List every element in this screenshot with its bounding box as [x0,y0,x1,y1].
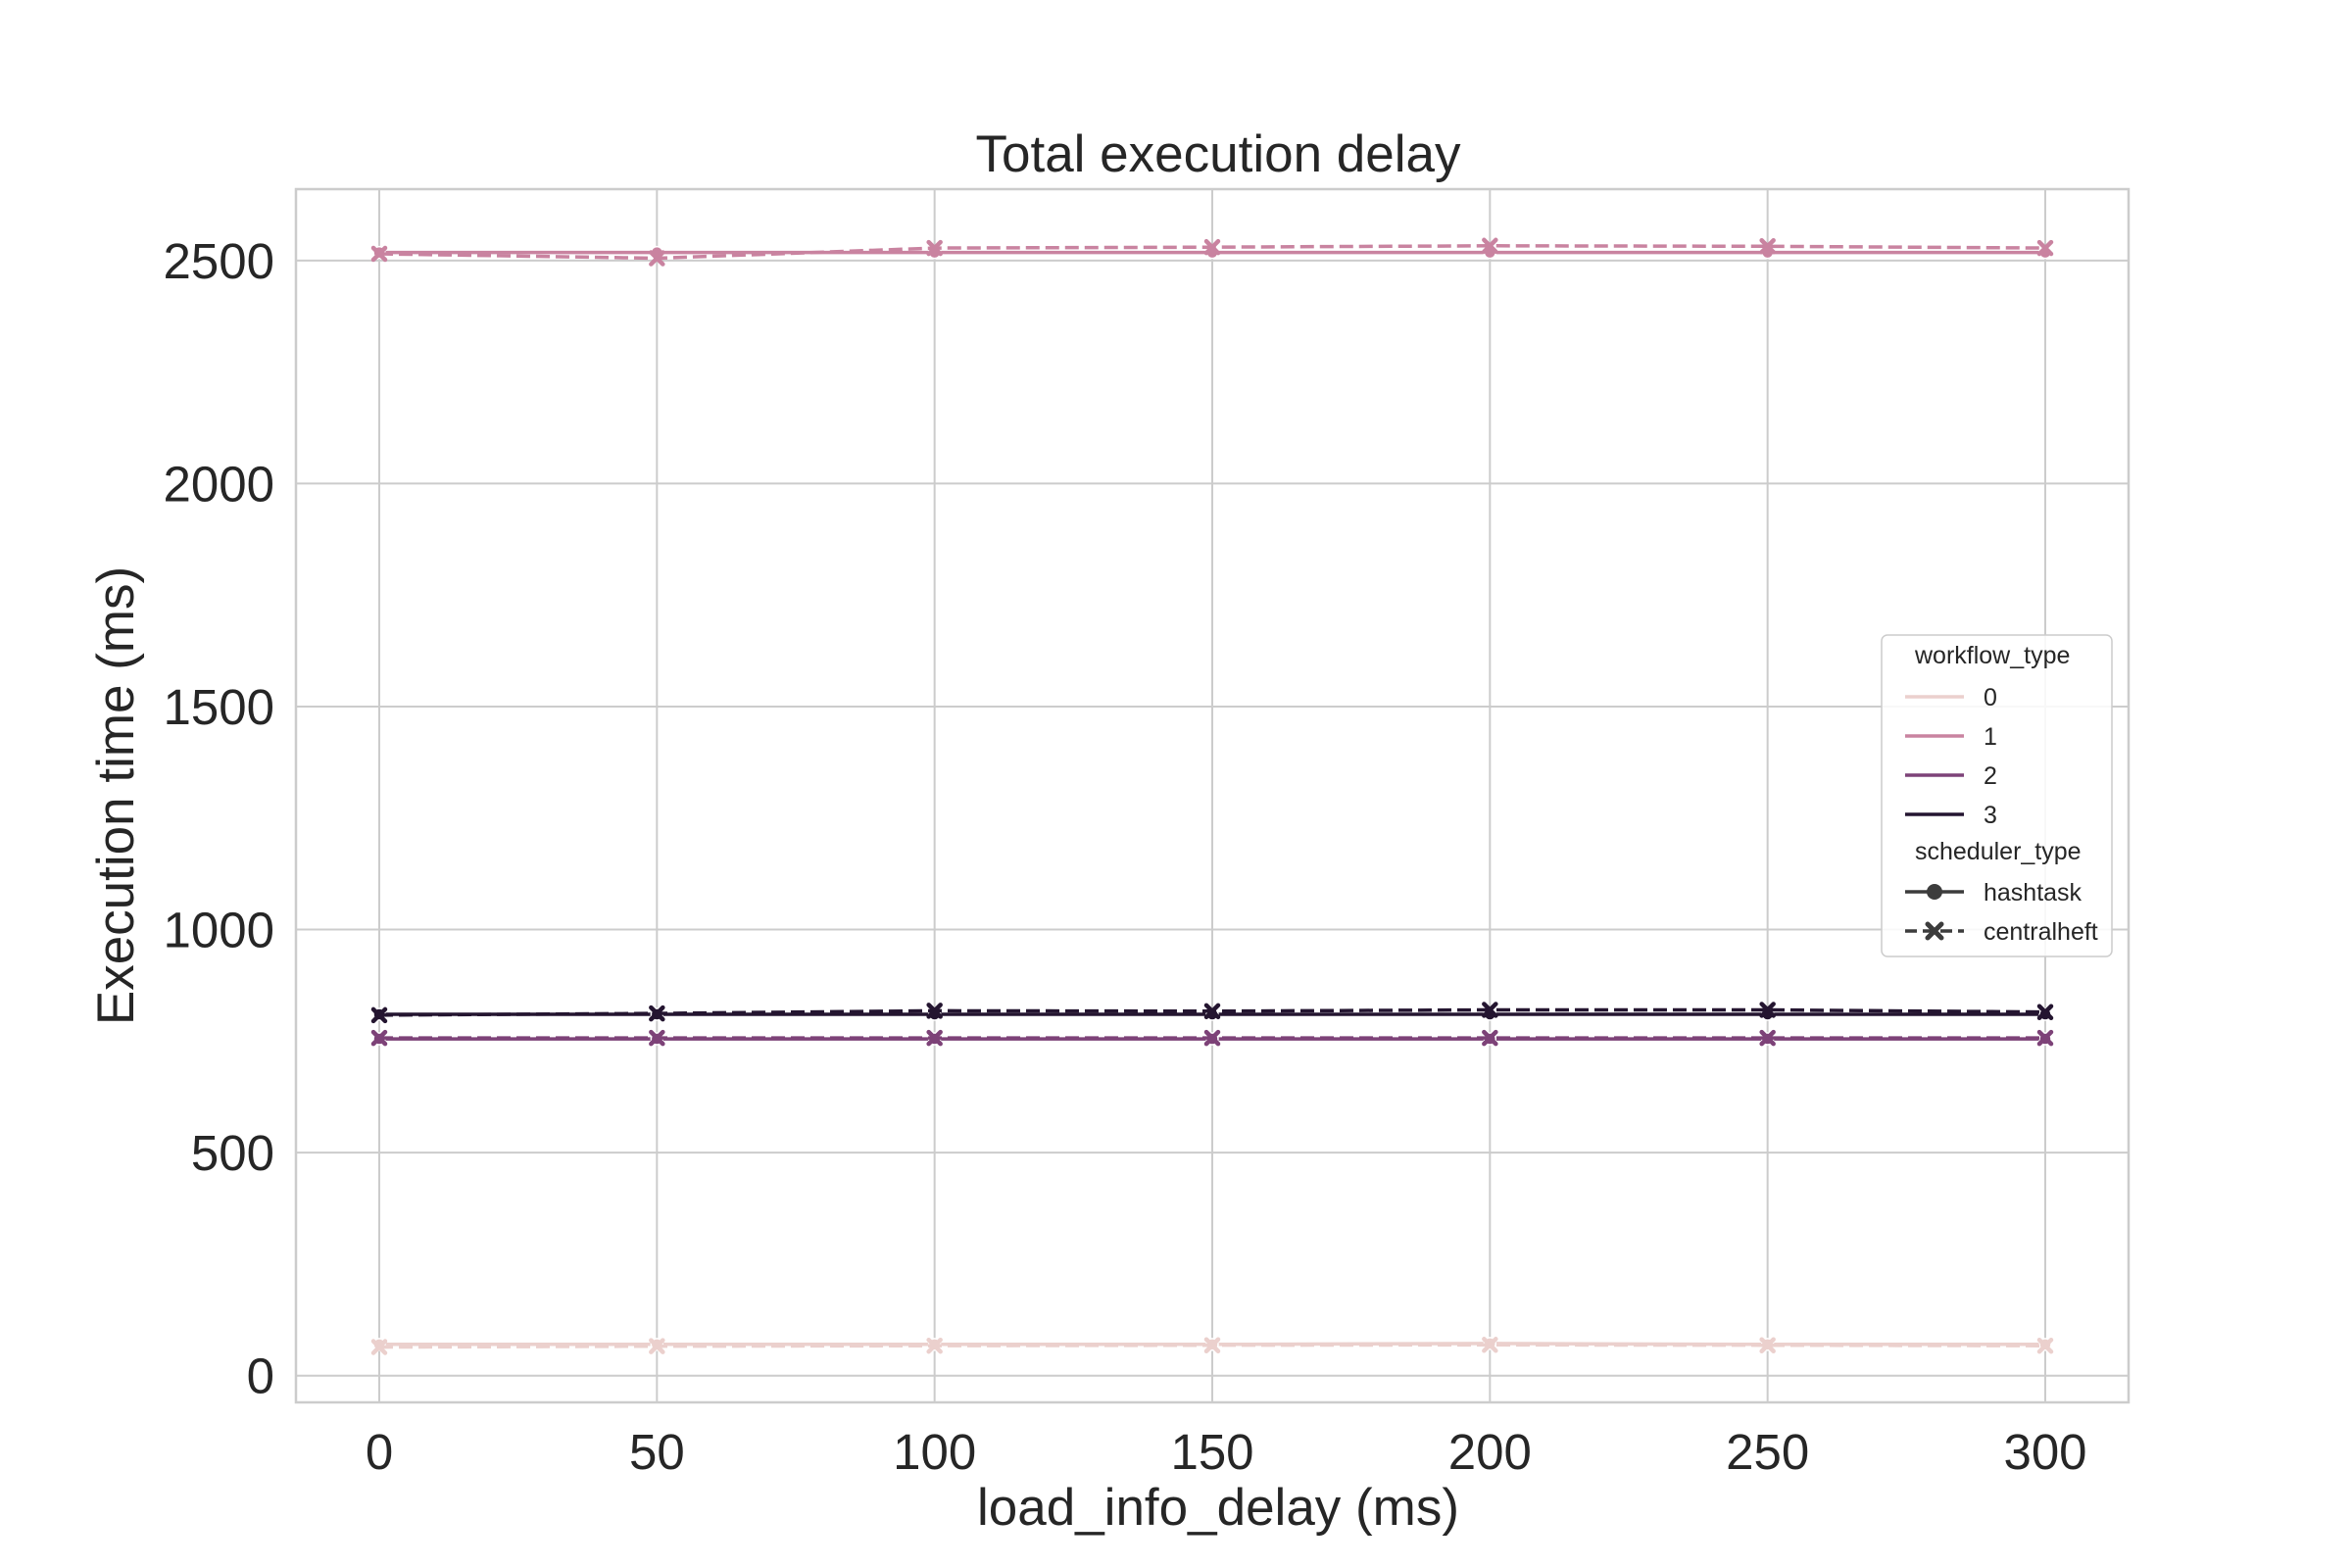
y-tick-label: 1500 [164,679,274,735]
x-tick-label: 200 [1448,1424,1532,1480]
x-tick-label: 100 [893,1424,976,1480]
data-point-x-marker [926,239,943,257]
legend-label-centralheft: centralheft [1984,918,2098,946]
data-point-x-marker [370,1339,388,1355]
data-point-x-marker [2036,239,2054,257]
legend-label-2: 2 [1984,762,1997,790]
data-point-x-marker [2036,1004,2054,1020]
y-tick-label: 2000 [164,456,274,512]
axes-frame [294,187,2131,1404]
y-tick-label: 2500 [164,233,274,289]
x-tick-label: 0 [366,1424,393,1480]
x-tick-label: 250 [1726,1424,1809,1480]
data-point-x-marker [2036,1029,2054,1047]
data-point-x-marker [1482,237,1498,255]
data-point-x-marker [1203,1337,1221,1353]
data-point-x-marker [926,1337,943,1354]
x-tick-label: 50 [629,1424,685,1480]
data-point-x-marker [370,1029,388,1047]
legend-label-0: 0 [1984,684,1997,711]
legend-label-1: 1 [1984,723,1997,751]
data-point-x-marker [649,1029,665,1047]
legend-hue-title: workflow_type [1914,642,2070,669]
data-point-x-marker [1203,1003,1221,1020]
y-tick-label: 1000 [164,903,274,958]
data-point-x-marker [649,1004,665,1022]
data-point-x-marker [370,245,388,263]
data-point-x-marker [1203,238,1221,256]
data-point-x-marker [370,1006,388,1024]
series-1-centralheft [370,237,2054,267]
data-point-x-marker [1759,1029,1776,1047]
y-axis-label: Execution time (ms) [87,566,145,1025]
data-point-x-marker [1482,1337,1498,1353]
legend-style-title: scheduler_type [1915,838,2082,865]
legend-label-hashtask: hashtask [1984,879,2082,906]
x-tick-label: 300 [2003,1424,2086,1480]
data-point-x-marker [1759,238,1776,255]
data-point-x-marker [649,1338,665,1354]
series-0-centralheft [370,1337,2054,1355]
legend-label-3: 3 [1984,802,1997,829]
data-point-x-marker [926,1029,943,1047]
data-point-x-marker [1203,1029,1221,1047]
grid-lines [296,189,2129,1402]
y-tick-label: 500 [191,1125,274,1181]
legend-style-entries: hashtask centralheft [1905,879,2098,946]
y-tick-label: 0 [247,1348,274,1404]
series-2-centralheft [370,1029,2054,1047]
data-point-x-marker [1759,1337,1776,1353]
tick-labels: 0 50 100 150 200 250 300 0 500 1000 1500 2000 2500 [164,233,2087,1480]
data-series [370,237,2054,1355]
data-point-x-marker [1759,1002,1776,1018]
data-point-x-marker [926,1003,943,1019]
legend-x-marker [1925,921,1944,941]
x-tick-label: 150 [1170,1424,1253,1480]
legend: workflow_type 0 1 2 3 scheduler_type hashta… [1881,634,2113,957]
legend-box [1881,634,2113,957]
data-point-x-marker [1482,1002,1498,1018]
legend-hue-entries: 0 1 2 3 [1905,684,1997,829]
data-point-x-marker [1482,1029,1498,1047]
legend-circle-marker [1927,884,1942,900]
x-axis-label: load_info_delay (ms) [977,1479,1459,1537]
series-3-centralheft [370,1002,2054,1024]
data-point-x-marker [2036,1337,2054,1354]
chart-title: Total execution delay [976,125,1461,183]
data-point-x-marker [649,250,665,267]
